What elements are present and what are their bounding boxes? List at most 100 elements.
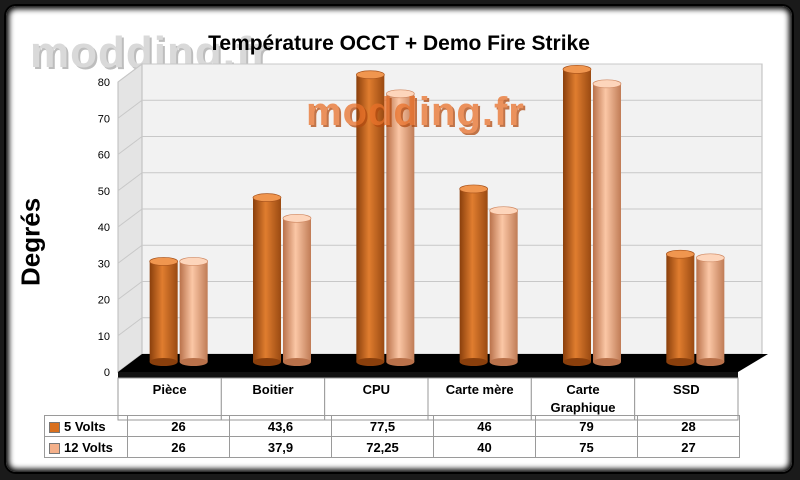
bar [282, 213, 312, 366]
bar [252, 193, 282, 366]
chart-frame: modding.fr 0 10 20 30 40 50 60 70 80 Pièce Boitie… [6, 6, 792, 472]
gridline-side [117, 208, 143, 228]
bar-body [253, 197, 281, 362]
bar-base [696, 358, 725, 366]
bar-body [283, 218, 311, 362]
bar [489, 206, 519, 366]
data-table-value: 43,6 [229, 415, 332, 437]
legend-label: 12 Volts [64, 439, 113, 455]
y-axis-label-text: Degrés [15, 197, 46, 286]
bar [149, 257, 179, 366]
bar [385, 89, 415, 366]
data-table-value: 77,5 [331, 415, 434, 437]
bar-top [149, 257, 179, 266]
gridline-side [117, 172, 143, 192]
y-axis-ticks: 0 10 20 30 40 50 60 70 80 [98, 77, 110, 379]
y-tick-label: 40 [98, 222, 110, 234]
chart-title: Température OCCT + Demo Fire Strike [208, 32, 590, 55]
bar-top [355, 70, 385, 80]
y-tick-label: 70 [98, 113, 110, 125]
bar [665, 249, 695, 366]
data-table-value: 72,25 [331, 436, 434, 458]
y-tick-label: 50 [98, 186, 110, 198]
bar-base [459, 358, 488, 366]
data-table-value: 27 [637, 436, 740, 458]
data-table-value: 40 [433, 436, 536, 458]
y-axis-label: Degrés [16, 198, 47, 286]
y-tick-label: 60 [98, 150, 110, 162]
bar [592, 79, 622, 366]
bar-base [149, 358, 178, 366]
bar-base [593, 358, 621, 366]
gridline-side [117, 63, 143, 83]
bar-base [253, 358, 281, 366]
bar-base [179, 358, 208, 366]
data-table-value: 26 [127, 436, 230, 458]
y-tick-label: 30 [98, 258, 110, 270]
category-label: Pièce [153, 382, 187, 397]
bar-top [562, 64, 592, 74]
data-table-row: 12 Volts 26 37,9 72,25 40 75 27 [44, 436, 740, 458]
bar [179, 257, 209, 366]
gridline-side [117, 99, 143, 119]
bar-base [489, 358, 518, 366]
data-table-value: 26 [127, 415, 230, 437]
legend-swatch [49, 421, 60, 433]
category-label: Graphique [550, 400, 615, 415]
bar-top [282, 213, 312, 223]
bar-body [593, 83, 621, 362]
category-label: Carte [566, 382, 599, 397]
bar-base [563, 358, 591, 366]
y-tick-label: 20 [98, 295, 110, 307]
bar-body [386, 93, 415, 362]
bar-top [179, 257, 209, 266]
gridline-side [117, 244, 143, 264]
data-table-value: 46 [433, 415, 536, 437]
legend-entry: 5 Volts [44, 415, 128, 437]
bar-body [563, 69, 591, 362]
legend-entry: 12 Volts [44, 436, 128, 458]
category-labels: Pièce Boitier CPU Carte mère Carte Graphique S… [117, 377, 739, 421]
bar-top [459, 184, 489, 194]
category-label: Carte mère [446, 382, 514, 397]
bar-body [489, 210, 518, 362]
bar-top [385, 89, 415, 99]
category-cell [117, 377, 222, 421]
category-cell [220, 377, 326, 421]
bar-chart: 0 10 20 30 40 50 60 70 80 Pièce Boitier CPU Carte m… [98, 63, 768, 421]
bar-base [386, 358, 415, 366]
bar [459, 184, 489, 366]
y-tick-label: 80 [98, 77, 110, 89]
bar [355, 70, 385, 366]
bar-base [283, 358, 311, 366]
data-table: 5 Volts 26 43,6 77,5 46 79 28 12 Volts 26 37,9 72,… [44, 415, 740, 458]
bar-top [252, 193, 282, 202]
bar-body [459, 188, 488, 362]
bars [149, 64, 725, 366]
bar-top [489, 206, 519, 216]
category-label: CPU [363, 382, 390, 397]
bar-base [356, 358, 385, 366]
gridline-side [117, 281, 143, 300]
legend-label: 5 Volts [64, 418, 106, 434]
y-tick-label: 0 [104, 367, 110, 379]
gridline-side [117, 317, 143, 337]
data-table-value: 28 [637, 415, 740, 437]
bar [562, 64, 592, 366]
floor-front [118, 372, 738, 378]
data-table-value: 37,9 [229, 436, 332, 458]
legend-swatch [49, 442, 60, 454]
category-cell [427, 377, 532, 421]
category-label: Boitier [252, 382, 293, 397]
bar-body [179, 261, 208, 362]
bar [695, 253, 725, 366]
category-label: SSD [673, 382, 700, 397]
bar-body [356, 74, 385, 362]
bar-base [666, 358, 695, 366]
y-tick-label: 10 [98, 331, 110, 343]
data-table-value: 75 [535, 436, 638, 458]
gridlines [117, 63, 762, 373]
bar-top [592, 79, 622, 89]
bar-body [696, 257, 725, 362]
bar-top [665, 249, 695, 259]
